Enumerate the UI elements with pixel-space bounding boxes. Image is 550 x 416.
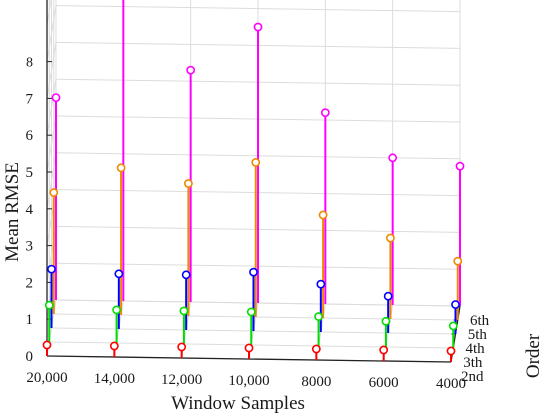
- stem-marker: [386, 233, 395, 243]
- stem-marker: [446, 346, 456, 356]
- stem-marker: [253, 22, 263, 32]
- grid-line: [46, 79, 57, 136]
- stem-marker: [388, 153, 398, 163]
- stem-marker: [453, 256, 463, 266]
- x-tick-label: 10,000: [228, 373, 269, 389]
- stem-marker: [246, 307, 256, 317]
- stem-marker: [451, 300, 460, 309]
- x-tick-label: 6000: [369, 375, 399, 391]
- stem-marker: [44, 300, 54, 310]
- stem-marker: [184, 179, 193, 188]
- y-tick-label: 6th: [470, 313, 490, 329]
- stem-marker: [47, 264, 56, 274]
- stem-marker: [114, 269, 124, 279]
- x-tick-label: 20,000: [26, 370, 67, 386]
- stem-marker: [181, 270, 191, 280]
- z-tick-label: 0: [26, 349, 34, 365]
- stem-marker: [316, 279, 326, 289]
- stem-marker: [311, 344, 321, 354]
- z-tick-label: 8: [26, 56, 33, 71]
- grid-line: [46, 0, 52, 25]
- stem-marker: [383, 291, 393, 301]
- stem-marker: [109, 341, 119, 351]
- x-tick-label: 4000: [436, 376, 466, 392]
- x-axis-label: Window Samples: [171, 393, 305, 414]
- stem-marker: [179, 306, 189, 316]
- stem-marker: [249, 267, 258, 277]
- stem-marker: [320, 108, 330, 118]
- x-tick-label: 12,000: [161, 372, 202, 388]
- grid-line: [46, 152, 57, 209]
- stems: [42, 0, 465, 362]
- stem-marker: [177, 342, 187, 352]
- tick-labels: 20,000 14,000 12,000 10,000 8000 6000 40002nd3…: [26, 56, 490, 392]
- stem-marker: [112, 305, 121, 315]
- y-tick-label: 2nd: [461, 369, 484, 385]
- stem-marker: [49, 188, 59, 197]
- z-tick-label: 5: [26, 165, 34, 181]
- stem-marker: [318, 210, 328, 220]
- z-tick-label: 6: [26, 128, 34, 144]
- z-axis-label: Mean RMSE: [2, 162, 23, 262]
- stem-marker: [448, 321, 458, 331]
- stem-marker: [381, 316, 391, 326]
- stem-marker: [186, 65, 196, 75]
- stem-marker: [251, 158, 261, 167]
- y-tick-label: 4th: [466, 341, 486, 357]
- y-tick-label: 3th: [463, 355, 483, 371]
- stem-marker: [51, 93, 61, 102]
- grid-line: [46, 115, 57, 173]
- stem-marker: [244, 343, 254, 353]
- x-tick-label: 14,000: [94, 371, 135, 387]
- stem-marker: [42, 340, 52, 350]
- z-tick-label: 1: [26, 312, 34, 328]
- grid-line: [46, 5, 57, 62]
- z-tick-label: 4: [26, 202, 34, 218]
- y-axis-label: Order: [523, 333, 544, 378]
- y-tick-label: 5th: [468, 327, 488, 343]
- x-tick-label: 8000: [301, 374, 331, 390]
- stem-marker: [455, 161, 465, 171]
- z-tick-label: 3: [26, 239, 34, 255]
- stem-marker: [116, 163, 126, 173]
- stem-marker: [379, 345, 389, 355]
- z-tick-label: 7: [26, 91, 34, 107]
- grid-line: [46, 42, 57, 99]
- stem-marker: [314, 312, 323, 321]
- z-tick-label: 2: [26, 275, 34, 291]
